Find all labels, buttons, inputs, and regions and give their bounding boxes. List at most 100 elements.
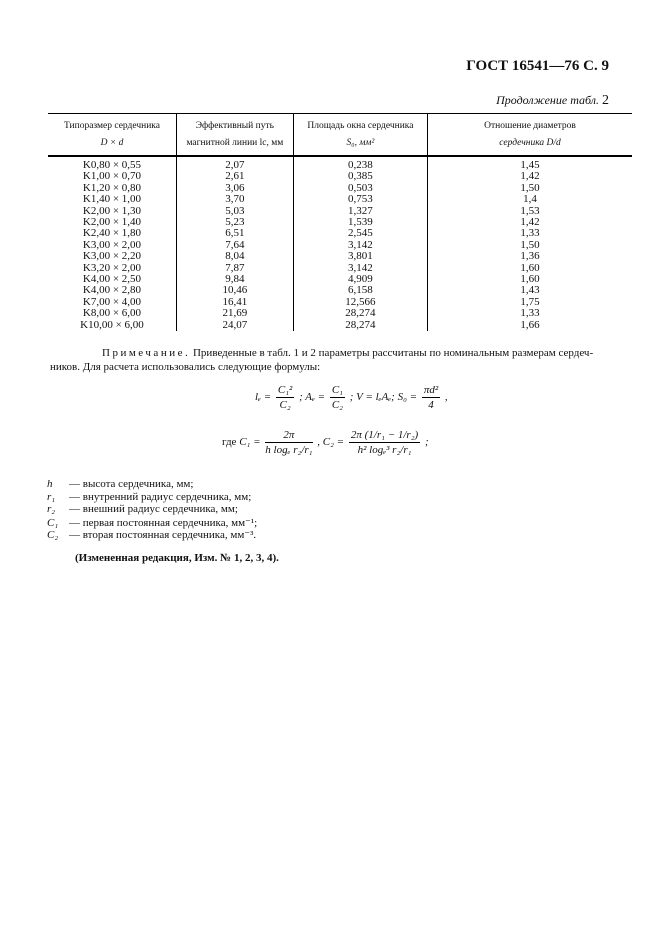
table-cell: 16,41: [175, 296, 294, 309]
table-cell: 2,545: [292, 228, 428, 240]
header-text: сердечника D/d: [499, 138, 561, 148]
table-cell: 6,158: [292, 285, 428, 297]
table-cell: K7,00 × 4,00: [82, 295, 142, 308]
table-cell: K4,00 × 2,80: [82, 284, 142, 297]
table-cell: 28,274: [292, 307, 428, 320]
table-cell: 2,07: [175, 156, 294, 172]
table-row: K2,00 × 1,40 5,23 1,539 1,42: [48, 216, 632, 229]
legend-text: — высота сердечника, мм;: [69, 478, 194, 490]
header-text: Отношение диаметров: [484, 121, 576, 131]
table-cell: K3,20 × 2,00: [82, 261, 142, 274]
legend-item: C₁ — первая постоянная сердечника, мм⁻¹;: [47, 516, 257, 529]
table-cell: 1,66: [427, 319, 632, 332]
table-cell: 1,539: [292, 216, 428, 229]
fraction-numerator: 2π (1/r₁ − 1/r₂): [348, 429, 421, 443]
note-line1: Примечание. Приведенные в табл. 1 и 2 па…: [102, 345, 632, 361]
header-text: Эффективный путь: [195, 121, 274, 131]
formula-part: ;: [424, 436, 429, 449]
table-row: K3,00 × 2,20 8,04 3,801 1,36: [48, 250, 632, 263]
table-cell: 3,142: [292, 239, 428, 252]
table-cell: 1,60: [427, 273, 632, 286]
table-cell: 3,801: [292, 250, 428, 263]
table-cell: 9,84: [175, 273, 294, 286]
fraction-numerator: πd²: [421, 384, 441, 398]
fraction-denominator: C₂: [279, 399, 291, 411]
table-row: K8,00 × 6,00 21,69 28,274 1,33: [48, 307, 632, 320]
table-cell: 1,42: [427, 170, 632, 183]
legend-text: — вторая постоянная сердечника, мм⁻³.: [69, 529, 257, 541]
note-line2: ников. Для расчета использовались следую…: [50, 361, 321, 373]
table-cell: 0,238: [292, 156, 428, 172]
legend-text: — первая постоянная сердечника, мм⁻¹;: [69, 516, 258, 529]
column-header: Площадь окна сердечника S₀, мм²: [292, 113, 428, 157]
formula-2: где C₁ = 2π h logₑ r₂/r₁ , C₂ = 2π (1/r₁ …: [222, 428, 429, 457]
table-cell: K2,40 × 1,80: [82, 227, 142, 240]
table-cell: 7,64: [175, 239, 294, 252]
formula-part: , C₂ =: [317, 436, 345, 449]
table-cell: 28,274: [292, 319, 428, 332]
table-cell: K0,80 × 0,55: [82, 159, 142, 171]
legend-text: — внешний радиус сердечника, мм;: [69, 503, 238, 515]
header-text: Типоразмер сердечника: [63, 121, 160, 131]
table-cell: K2,00 × 1,40: [82, 216, 142, 229]
table-cell: 1,33: [427, 307, 632, 320]
table-cell: K4,00 × 2,50: [82, 273, 142, 286]
legend-item: C₂ — вторая постоянная сердечника, мм⁻³.: [47, 528, 256, 541]
continuation-text: Продолжение табл.: [496, 93, 599, 107]
formula-part: где: [222, 436, 237, 449]
table-cell: 1,60: [427, 262, 632, 275]
table-cell: 5,23: [175, 216, 294, 229]
note-text: Приведенные в табл. 1 и 2 параметры расс…: [192, 347, 594, 359]
fraction-denominator: 4: [428, 399, 434, 411]
table-row: K7,00 × 4,00 16,41 12,566 1,75: [48, 295, 632, 309]
header-text: Площадь окна сердечника: [307, 121, 414, 131]
table-row: K2,40 × 1,80 6,51 2,545 1,33: [48, 227, 632, 240]
header-text: D × d: [100, 138, 124, 148]
fraction-denominator: h logₑ r₂/r₁: [265, 444, 313, 456]
formula-part: ; Aₑ =: [299, 391, 326, 404]
fraction-denominator: C₂: [331, 399, 344, 411]
legend-item: r₁ — внутренний радиус сердечника, мм;: [47, 491, 251, 503]
formula-1: lₑ = C₁² C₂ ; Aₑ = C₁ C₂ ; V = lₑAₑ; S₀ = …: [255, 383, 448, 412]
table-continuation: Продолжение табл. 2: [496, 93, 609, 109]
legend-symbol: C₂: [47, 529, 59, 541]
table-cell: K1,40 × 1,00: [82, 193, 142, 206]
legend-text: — внутренний радиус сердечника, мм;: [69, 490, 252, 503]
table-cell: 0,385: [292, 170, 428, 183]
table-cell: 3,70: [175, 193, 294, 206]
table-row: K4,00 × 2,80 10,46 6,158 1,43: [48, 284, 632, 297]
table-cell: K2,00 × 1,30: [82, 204, 142, 217]
table-row: K1,00 × 0,70 2,61 0,385 1,42: [48, 170, 632, 183]
core-table: Типоразмер сердечника D × d Эффективный пу…: [48, 113, 632, 332]
table-cell: 1,50: [427, 239, 632, 252]
formula-part: lₑ =: [255, 391, 272, 404]
table-cell: 1,33: [427, 228, 632, 240]
table-cell: 0,503: [292, 182, 428, 195]
table-cell: 8,04: [175, 250, 294, 263]
header-text: S₀, мм²: [346, 138, 375, 148]
table-cell: 24,07: [175, 319, 294, 332]
fraction-numerator: C₁²: [275, 384, 295, 398]
table-cell: 1,45: [427, 156, 632, 172]
column-header: Типоразмер сердечника D × d: [48, 113, 177, 157]
table-row: K4,00 × 2,50 9,84 4,909 1,60: [48, 273, 632, 286]
table-cell: 1,36: [427, 250, 632, 263]
legend-symbol: r₂: [47, 503, 56, 515]
table-cell: 1,4: [427, 193, 632, 206]
table-cell: 1,53: [427, 205, 632, 218]
table-cell: K1,20 × 0,80: [82, 181, 142, 194]
table-row: K1,40 × 1,00 3,70 0,753 1,4: [48, 193, 632, 206]
table-cell: 4,909: [292, 273, 428, 286]
table-cell: 10,46: [175, 285, 294, 297]
column-header: Отношение диаметров сердечника D/d: [427, 113, 632, 157]
table-cell: 1,75: [427, 296, 632, 309]
table-cell: 5,03: [175, 205, 294, 218]
legend-symbol: C₁: [47, 516, 59, 529]
table-cell: 21,69: [175, 307, 294, 320]
table-cell: K8,00 × 6,00: [82, 307, 142, 320]
change-note: (Измененная редакция, Изм. № 1, 2, 3, 4)…: [75, 552, 279, 564]
formula-part: ; V = lₑAₑ; S₀ =: [349, 391, 418, 404]
fraction-numerator: 2π: [265, 428, 313, 443]
header-text: магнитной линии lc, мм: [186, 138, 284, 148]
note-label: Примечание.: [102, 347, 191, 359]
